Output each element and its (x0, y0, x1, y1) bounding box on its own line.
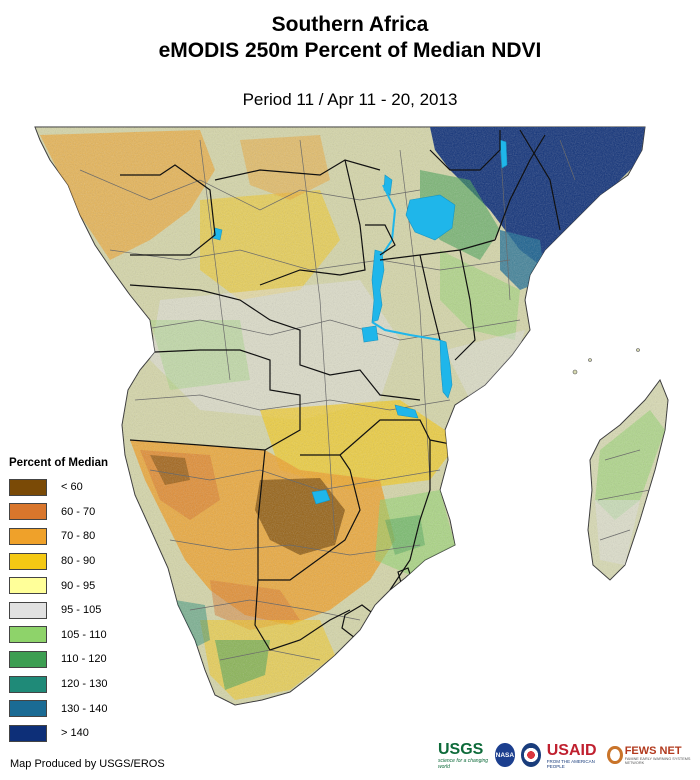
lake-mweru (361, 325, 379, 343)
legend-label: 130 - 140 (61, 702, 108, 715)
usaid-logo-text: USAID (546, 741, 597, 759)
legend-item: 95 - 105 (9, 598, 129, 623)
legend-label: 105 - 110 (61, 628, 107, 641)
fewsnet-logo-tagline: FAMINE EARLY WARNING SYSTEMS NETWORK (624, 757, 691, 765)
legend-swatch (9, 675, 47, 693)
fewsnet-ring-icon (607, 746, 623, 764)
logo-strip: USGS science for a changing world NASA U… (438, 738, 693, 772)
legend-item: 130 - 140 (9, 696, 129, 721)
legend-label: > 140 (61, 727, 89, 740)
legend-swatch (9, 577, 47, 595)
legend-swatch (9, 724, 47, 742)
legend-rows: < 60 60 - 70 70 - 80 80 - 90 90 - 95 95 - 105… (9, 475, 129, 746)
usaid-logo: USAID FROM THE AMERICAN PEOPLE (547, 742, 601, 769)
legend-swatch (9, 503, 47, 521)
fewsnet-logo-text: FEWS NET (624, 745, 682, 757)
lake-tanganyika (371, 249, 385, 323)
lake-turkana (499, 139, 508, 169)
lake-malawi (439, 339, 453, 399)
legend-swatch (9, 700, 47, 718)
makgadikgadi (311, 489, 331, 505)
legend-swatch (9, 552, 47, 570)
legend-label: 90 - 95 (61, 579, 96, 592)
usgs-logo-text: USGS (438, 740, 484, 758)
period-subtitle: Period 11 / Apr 11 - 20, 2013 (242, 90, 458, 109)
fewsnet-logo: FEWS NET FAMINE EARLY WARNING SYSTEMS NE… (607, 745, 693, 765)
legend-item: 90 - 95 (9, 573, 129, 598)
credit-text: Map Produced by USGS/EROS (10, 758, 165, 770)
state-seal-icon (520, 743, 541, 767)
legend-label: < 60 (61, 481, 83, 494)
legend-title: Percent of Median (9, 457, 109, 469)
lake-kariba (394, 404, 419, 419)
rivers (371, 184, 441, 341)
legend-swatch (9, 626, 47, 644)
legend-item: 80 - 90 (9, 549, 129, 574)
legend-item: 120 - 130 (9, 672, 129, 697)
legend-item: 110 - 120 (9, 647, 129, 672)
admin-boundaries (79, 139, 651, 661)
legend-swatch (9, 650, 47, 668)
lake-victoria (405, 194, 456, 241)
legend-label: 110 - 120 (61, 653, 107, 666)
legend: Percent of Median < 60 60 - 70 70 - 80 80 -… (9, 457, 129, 746)
usgs-logo: USGS science for a changing world (438, 741, 489, 770)
title-line-2: eMODIS 250m Percent of Median NDVI (158, 39, 542, 62)
legend-label: 60 - 70 (61, 505, 96, 518)
legend-label: 120 - 130 (61, 678, 108, 691)
legend-item: > 140 (9, 721, 129, 746)
map-title: Southern Africa eMODIS 250m Percent of M… (0, 12, 700, 64)
usgs-logo-tagline: science for a changing world (438, 757, 489, 770)
legend-label: 95 - 105 (61, 604, 102, 617)
legend-label: 80 - 90 (61, 555, 96, 568)
water-bodies (212, 139, 508, 505)
legend-swatch (9, 478, 47, 496)
small-islands (572, 348, 640, 375)
usaid-logo-tagline: FROM THE AMERICAN PEOPLE (546, 758, 595, 769)
ndvi-map (34, 126, 669, 706)
country-borders (120, 129, 561, 651)
legend-swatch (9, 601, 47, 619)
legend-item: < 60 (9, 475, 129, 500)
title-line-1: Southern Africa (271, 13, 429, 36)
legend-item: 60 - 70 (9, 500, 129, 525)
legend-item: 105 - 110 (9, 623, 129, 648)
legend-label: 70 - 80 (61, 530, 96, 543)
legend-item: 70 - 80 (9, 524, 129, 549)
nasa-logo: NASA (495, 743, 515, 767)
legend-swatch (9, 527, 47, 545)
